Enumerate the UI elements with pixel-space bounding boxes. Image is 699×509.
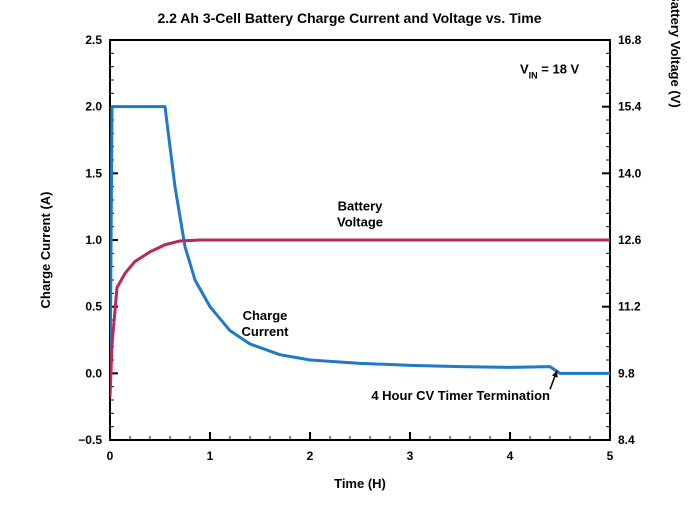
y-left-tick-label: −0.5 [78,433,102,447]
y-left-tick-label: 2.5 [85,33,102,47]
x-tick-label: 2 [307,449,314,463]
y-right-tick-label: 9.8 [618,366,635,380]
y-left-tick-label: 1.5 [85,166,102,180]
annotation: Voltage [337,215,383,230]
y-right-tick-label: 8.4 [618,433,635,447]
y-right-tick-label: 14.0 [618,166,642,180]
x-tick-label: 1 [207,449,214,463]
plot-area: 0 1 2 3 4 5 −0.5 0.0 0.5 1.0 1.5 2.0 2.5 8.4 9.8 11.2 12… [0,0,699,509]
y-left-tick-label: 2.0 [85,100,102,114]
y-right-tick-label: 15.4 [618,100,642,114]
annotation: Charge [243,308,288,323]
annotation: 4 Hour CV Timer Termination [371,388,550,403]
annotation: Current [242,324,290,339]
y-right-tick-label: 16.8 [618,33,642,47]
y-left-tick-label: 0.0 [85,366,102,380]
y-right-tick-label: 12.6 [618,233,642,247]
y-left-tick-label: 0.5 [85,300,102,314]
x-tick-label: 5 [607,449,614,463]
y-right-tick-label: 11.2 [618,300,641,314]
x-tick-label: 0 [107,449,114,463]
x-tick-label: 3 [407,449,414,463]
y-left-tick-label: 1.0 [85,233,102,247]
annotation: Battery [338,199,384,214]
x-tick-label: 4 [507,449,514,463]
